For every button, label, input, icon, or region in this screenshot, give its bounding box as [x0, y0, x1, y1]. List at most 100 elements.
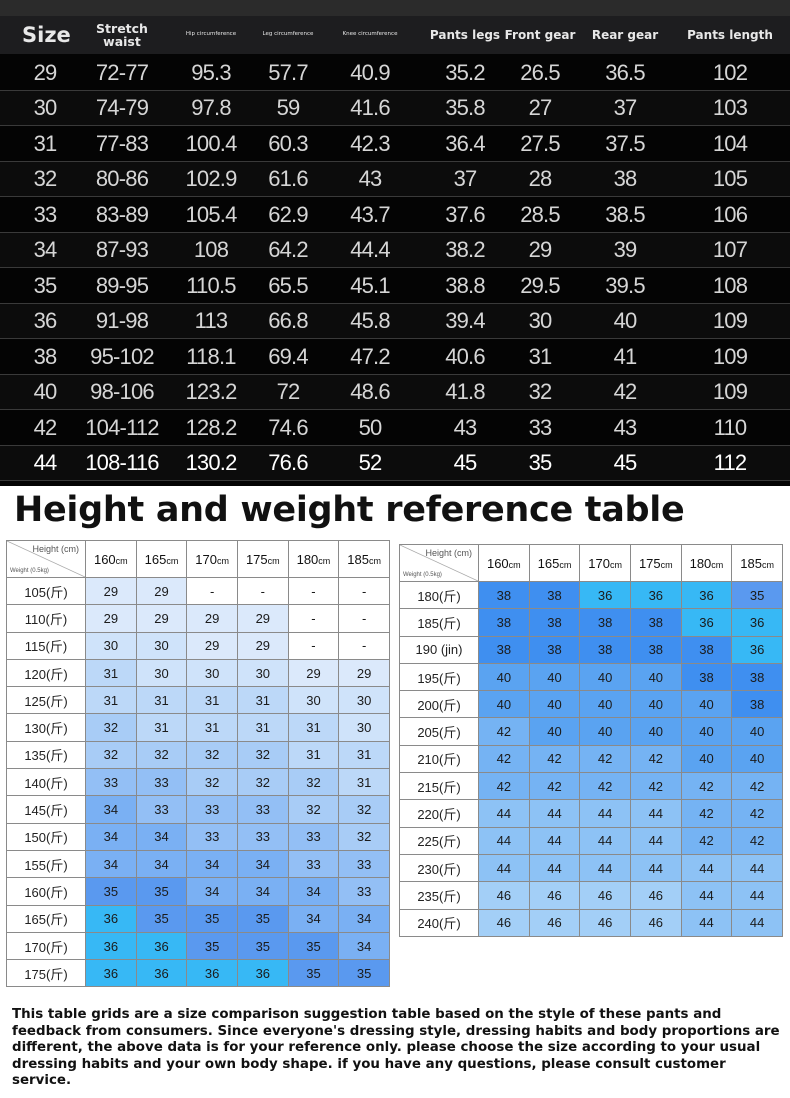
height-value: 165	[537, 555, 560, 571]
size-recommendation-cell: 36	[85, 904, 137, 933]
size-row: 29 72-77 95.3 57.7 40.9 35.2 26.5 36.5 102	[0, 55, 790, 91]
table-row: 120(斤) 31 30 30 30 29 29	[6, 658, 390, 688]
size-cell: 130.2	[185, 450, 237, 475]
size-recommendation-cell: 42	[731, 772, 783, 801]
size-recommendation-cell: 32	[287, 768, 340, 797]
weight-label: 135(斤)	[6, 740, 86, 770]
size-recommendation-cell: 34	[85, 795, 137, 824]
table-row: 155(斤) 34 34 34 34 33 33	[6, 849, 390, 879]
height-column-header: 175cm	[236, 540, 289, 578]
size-cell: 29	[33, 59, 58, 85]
size-recommendation-cell: 38	[731, 690, 783, 719]
table-row: 125(斤) 31 31 31 31 30 30	[6, 686, 390, 715]
size-cell: 108	[712, 272, 748, 298]
weight-label: 230(斤)	[399, 853, 479, 883]
size-recommendation-cell: 32	[135, 740, 188, 770]
size-cell: 36.4	[445, 130, 485, 156]
height-value: 165	[144, 551, 167, 567]
size-cell: 59	[276, 95, 301, 120]
size-recommendation-cell: 44	[478, 826, 530, 855]
size-cell: 108-116	[85, 450, 159, 475]
size-cell: 45	[613, 450, 638, 475]
size-row: 44 108-116 130.2 76.6 52 45 35 45 112	[0, 445, 790, 481]
size-recommendation-cell: 44	[680, 881, 733, 910]
size-recommendation-cell: 42	[629, 744, 682, 774]
reference-table-right: Height (cm) Weight (0.5kg) 160cm 165cm 170cm…	[399, 544, 783, 937]
size-cell: 65.5	[268, 272, 308, 298]
size-recommendation-cell: 38	[579, 608, 631, 637]
weight-label: 190 (jin)	[399, 635, 479, 664]
size-recommendation-cell: 36	[85, 959, 137, 988]
size-recommendation-cell: 32	[85, 740, 137, 770]
weight-label: 185(斤)	[399, 608, 479, 637]
weight-label: 225(斤)	[399, 826, 479, 855]
table-row: 135(斤) 32 32 32 32 31 31	[6, 740, 390, 770]
table-row: 150(斤) 34 34 33 33 33 32	[6, 822, 390, 851]
size-cell: 40.6	[445, 343, 485, 369]
table-row: 165(斤) 36 35 35 35 34 34	[6, 904, 390, 933]
size-recommendation-cell: 31	[85, 686, 137, 715]
size-recommendation-cell: 35	[236, 904, 289, 933]
size-recommendation-cell: 33	[287, 849, 340, 879]
size-recommendation-cell: 46	[528, 908, 581, 937]
size-recommendation-cell: 32	[186, 740, 238, 770]
size-recommendation-cell: 40	[629, 662, 682, 692]
size-recommendation-cell: 40	[731, 744, 783, 774]
size-recommendation-cell: 46	[629, 908, 682, 937]
height-column-header: 165cm	[528, 544, 581, 582]
size-cell: 40	[33, 379, 58, 404]
size-cell: 26.5	[520, 59, 560, 85]
size-recommendation-cell: 31	[85, 658, 137, 688]
size-recommendation-cell: 38	[528, 635, 581, 664]
size-header-0: Size	[22, 22, 71, 47]
size-cell: 72-77	[95, 59, 149, 85]
size-recommendation-cell: 34	[236, 877, 289, 906]
size-cell: 47.2	[350, 343, 390, 369]
size-recommendation-cell: 29	[236, 631, 289, 660]
table-row: 240(斤) 46 46 46 46 44 44	[399, 908, 783, 937]
size-row: 32 80-86 102.9 61.6 43 37 28 38 105	[0, 161, 790, 197]
size-row: 34 87-93 108 64.2 44.4 38.2 29 39 107	[0, 232, 790, 268]
weight-label: 105(斤)	[6, 576, 86, 606]
size-cell: 52	[358, 450, 383, 475]
size-cell: 48.6	[350, 379, 390, 404]
size-row: 35 89-95 110.5 65.5 45.1 38.8 29.5 39.5 108	[0, 268, 790, 304]
size-recommendation-cell: 44	[629, 826, 682, 855]
table-row: 145(斤) 34 33 33 33 32 32	[6, 795, 390, 824]
size-recommendation-cell: 34	[287, 904, 340, 933]
size-recommendation-cell: -	[287, 576, 340, 606]
size-recommendation-cell: 33	[236, 822, 289, 851]
size-cell: 102.9	[185, 166, 237, 191]
size-recommendation-cell: 29	[287, 658, 340, 688]
size-cell: 50	[358, 414, 383, 440]
weight-label: 140(斤)	[6, 768, 86, 797]
table-row: 140(斤) 33 33 32 32 32 31	[6, 768, 390, 797]
size-recommendation-cell: 44	[579, 853, 631, 883]
size-cell: 95.3	[191, 59, 231, 85]
size-cell: 40	[613, 308, 638, 333]
size-cell: 38.5	[605, 201, 645, 227]
size-recommendation-cell: 44	[528, 826, 581, 855]
size-recommendation-cell: 38	[629, 635, 682, 664]
size-recommendation-cell: 31	[186, 713, 238, 742]
height-unit: cm	[609, 559, 622, 570]
size-cell: 35	[33, 272, 58, 298]
size-recommendation-cell: 35	[731, 580, 783, 610]
size-recommendation-cell: 34	[85, 822, 137, 851]
size-recommendation-cell: 36	[731, 635, 783, 664]
weight-label: 180(斤)	[399, 580, 479, 610]
size-cell: 41.8	[445, 379, 485, 404]
table-header-row: Height (cm) Weight (0.5kg) 160cm 165cm 170cm…	[399, 544, 783, 582]
table-row: 175(斤) 36 36 36 36 35 35	[6, 959, 390, 988]
size-recommendation-cell: 32	[85, 713, 137, 742]
size-header-5: Pants legs	[429, 27, 501, 42]
size-recommendation-cell: 34	[338, 904, 390, 933]
table-row: 115(斤) 30 30 29 29- -	[6, 631, 390, 660]
size-recommendation-cell: 34	[186, 849, 238, 879]
size-cell: 35.8	[445, 95, 485, 120]
height-value: 160	[486, 555, 509, 571]
size-recommendation-cell: 35	[135, 904, 188, 933]
weight-label: 160(斤)	[6, 877, 86, 906]
size-recommendation-cell: 32	[338, 822, 390, 851]
size-recommendation-cell: 38	[579, 635, 631, 664]
